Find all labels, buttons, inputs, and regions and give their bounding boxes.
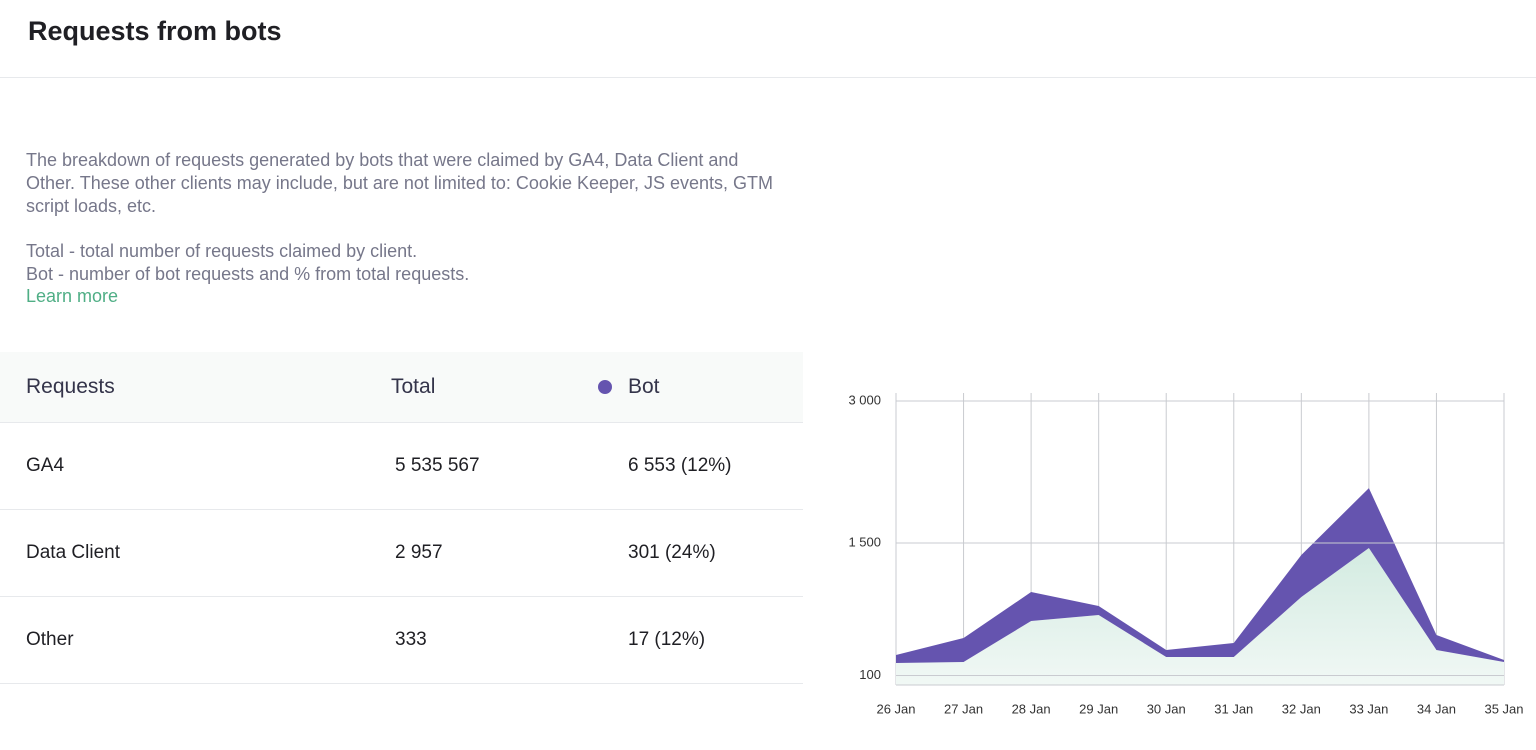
x-tick-label: 31 Jan	[1214, 701, 1253, 716]
description-line: Bot - number of bot requests and % from …	[26, 264, 470, 284]
table-row: Data Client 2 957 301 (24%)	[0, 510, 803, 597]
table-cell: Data Client	[26, 542, 120, 563]
divider	[0, 77, 1536, 78]
table-body: GA4 5 535 567 6 553 (12%) Data Client 2 957 3…	[0, 423, 803, 684]
area-series	[896, 488, 1504, 664]
x-tick-label: 34 Jan	[1417, 701, 1456, 716]
table-cell: 17 (12%)	[628, 629, 706, 650]
x-tick-label: 33 Jan	[1349, 701, 1388, 716]
x-tick-label: 32 Jan	[1282, 701, 1321, 716]
y-tick-label: 100	[859, 667, 881, 682]
table-cell: 2 957	[395, 542, 443, 563]
column-header: Total	[391, 375, 436, 398]
page-title: Requests from bots	[28, 16, 282, 46]
x-tick-label: 35 Jan	[1484, 701, 1523, 716]
description: The breakdown of requests generated by b…	[26, 150, 774, 216]
x-tick-label: 28 Jan	[1012, 701, 1051, 716]
x-tick-label: 29 Jan	[1079, 701, 1118, 716]
bot-legend-dot	[598, 380, 612, 394]
y-tick-label: 3 000	[848, 392, 881, 407]
table-header: Requests Total Bot	[0, 352, 803, 423]
table-cell: 301 (24%)	[628, 542, 716, 563]
description-line: Total - total number of requests claimed…	[26, 241, 418, 261]
table-cell: 6 553 (12%)	[628, 455, 732, 476]
column-header: Bot	[628, 375, 660, 398]
table-cell: 5 535 567	[395, 455, 480, 476]
chart: 3 000 1 500 100 26 Jan 27 Jan 28 Jan 29 Jan 30 …	[848, 392, 1523, 716]
learn-more-link[interactable]: Learn more	[26, 286, 119, 306]
y-tick-label: 1 500	[848, 534, 881, 549]
table-row: GA4 5 535 567 6 553 (12%)	[0, 423, 803, 510]
table-cell: 333	[395, 629, 427, 650]
requests-table: Requests Total Bot GA4 5 535 567 6 553 (12…	[0, 352, 803, 684]
x-tick-label: 30 Jan	[1147, 701, 1186, 716]
column-header: Requests	[26, 375, 115, 398]
table-cell: GA4	[26, 455, 65, 476]
x-tick-label: 26 Jan	[876, 701, 915, 716]
table-row: Other 333 17 (12%)	[0, 597, 803, 684]
x-tick-label: 27 Jan	[944, 701, 983, 716]
table-cell: Other	[26, 629, 74, 650]
area-series	[896, 548, 1504, 685]
